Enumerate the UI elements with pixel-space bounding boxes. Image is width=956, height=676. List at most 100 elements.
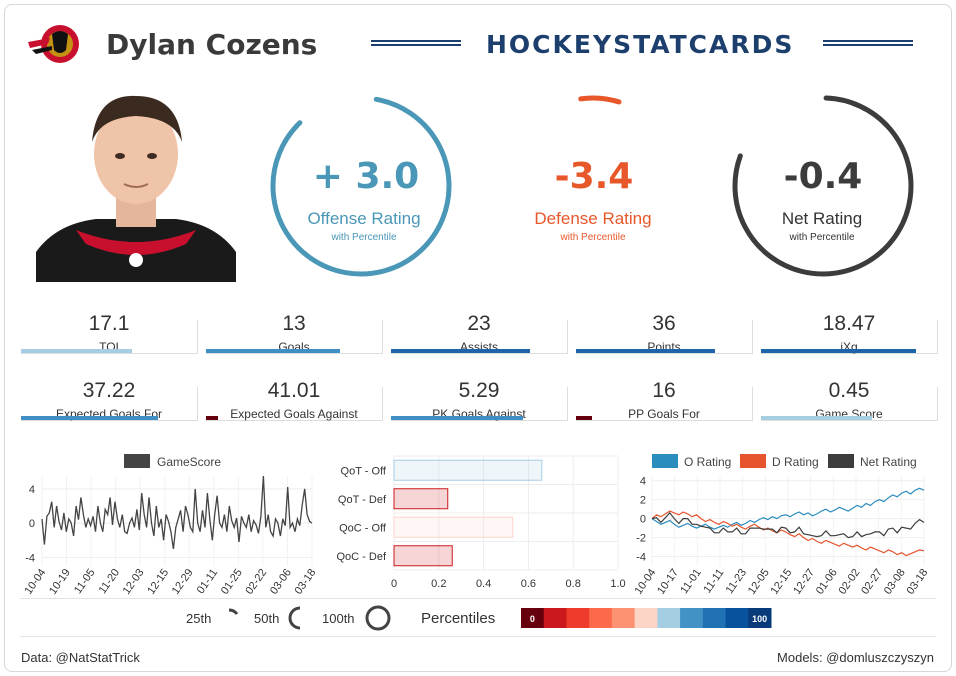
divider-footer (20, 636, 936, 637)
defense-rating-ring (578, 95, 622, 105)
defense-rating-sub: with Percentile (560, 232, 626, 243)
stat-percentile-bar (391, 349, 531, 353)
defense-rating-value: -3.4 (554, 156, 634, 197)
rating-arc (578, 95, 622, 105)
series-line-2 (651, 511, 925, 539)
stat-percentile-bar (21, 416, 159, 420)
y-category-label: QoC - Def (336, 551, 386, 563)
offense-rating-value: + 3.0 (312, 156, 420, 197)
x-tick-label: 0.4 (476, 578, 491, 590)
y-tick-label: -4 (25, 552, 35, 564)
pct-ring-100-icon (365, 605, 391, 631)
x-tick-label: 12-29 (170, 567, 196, 597)
y-category-label: QoC - Off (339, 522, 387, 534)
x-tick-label: 02-02 (836, 567, 862, 597)
stat-percentile-bar (206, 416, 219, 420)
pct-legend-100: 100th (322, 611, 355, 626)
y-tick-label: -4 (636, 552, 646, 564)
rating-arc (732, 95, 914, 277)
title-rule-right (823, 40, 913, 46)
player-name: Dylan Cozens (106, 28, 318, 61)
y-tick-label: 4 (640, 476, 646, 488)
stat-value: 41.01 (267, 379, 321, 402)
pct-legend-title: Percentiles (421, 610, 496, 627)
x-tick-label: 12-27 (791, 567, 817, 597)
rating-trend-chart: O Rating D Rating Net Rating -4 -2 0 2 4 10-0410… (632, 454, 930, 597)
stat-value: 0.45 (828, 379, 870, 402)
net-rating-ring (732, 95, 914, 277)
x-tick-label: 0.8 (566, 578, 581, 590)
net-rating-sub: with Percentile (789, 232, 855, 243)
scale-cell-9 (725, 608, 749, 628)
net-rating-label: Net Rating (781, 209, 863, 228)
percentile-color-scale: 0 100 (521, 608, 772, 628)
row1-stat-3: 36 Points (576, 312, 753, 354)
stat-percentile-bar (206, 349, 340, 353)
x-tick-label: 02-22 (243, 567, 269, 597)
row2-stat-2: 5.29 PK Goals Against (391, 379, 568, 421)
row2-stat-3: 16 PP Goals For (576, 379, 753, 421)
stat-value: 37.22 (82, 379, 136, 402)
divider (20, 598, 936, 599)
x-tick-label: 03-18 (904, 567, 930, 597)
scale-min-label: 0 (530, 614, 535, 624)
x-tick-label: 10-04 (632, 567, 658, 597)
row1-stat-0: 17.1 TOI (21, 312, 198, 354)
title-rule-left (371, 40, 461, 46)
x-tick-label: 0.6 (521, 578, 536, 590)
site-title: HOCKEYSTATCARDS (486, 30, 795, 59)
pct-ring-25-icon (228, 608, 239, 616)
x-tick-label: 12-15 (145, 567, 171, 597)
stat-label: Expected Goals Against (230, 407, 358, 421)
x-tick-label: 01-25 (219, 567, 245, 597)
x-tick-label: 03-08 (882, 567, 908, 597)
row1-stat-4: 18.47 iXg (761, 312, 938, 354)
stat-value: 36 (652, 312, 676, 335)
team-logo-icon (28, 25, 79, 63)
y-tick-label: 4 (29, 484, 35, 496)
legend-swatch-gamescore (124, 454, 150, 468)
y-tick-label: 0 (29, 518, 35, 530)
x-tick-label: 01-11 (195, 567, 221, 596)
rating-arc (270, 96, 452, 277)
gamescore-series-line (41, 475, 313, 549)
scale-cell-7 (680, 608, 704, 628)
scale-cell-4 (611, 608, 636, 628)
scale-cell-10 (748, 608, 772, 628)
offense-rating-label: Offense Rating (307, 209, 421, 228)
row2-stat-1: 41.01 Expected Goals Against (206, 379, 383, 421)
legend-swatch-2 (828, 454, 854, 468)
row2-stat-4: 0.45 Game Score (761, 379, 938, 421)
stat-value: 17.1 (88, 312, 130, 335)
stat-percentile-bar (21, 349, 132, 353)
legend-label-1: D Rating (772, 455, 819, 469)
footer-model-credit: Models: @domluszczyszyn (777, 650, 934, 665)
player-photo (36, 84, 236, 282)
x-tick-label: 0 (391, 578, 397, 590)
legend-label-gamescore: GameScore (157, 455, 221, 469)
legend-swatch-0 (652, 454, 678, 468)
scale-cell-5 (634, 608, 658, 628)
row1-stat-2: 23 Assists (391, 312, 568, 354)
x-tick-label: 10-04 (22, 567, 48, 597)
scale-cell-8 (702, 608, 727, 628)
x-tick-label: 0.2 (431, 578, 446, 590)
x-tick-label: 03-06 (268, 567, 294, 597)
row2-stat-0: 37.22 Expected Goals For (21, 379, 198, 421)
y-tick-label: 0 (640, 514, 646, 526)
series-line-0 (651, 487, 925, 530)
x-tick-label: 11-20 (97, 567, 123, 596)
scale-cell-0 (521, 608, 545, 628)
stat-percentile-bar (761, 416, 872, 420)
pct-ring-50-icon (288, 606, 301, 630)
x-tick-label: 03-18 (292, 567, 318, 597)
x-tick-label: 12-03 (121, 567, 147, 597)
scale-cell-3 (589, 608, 613, 628)
defense-rating-label: Defense Rating (534, 209, 652, 228)
bar-qot-off (393, 459, 543, 481)
x-tick-label: 10-17 (655, 567, 681, 597)
net-rating-value: -0.4 (783, 156, 863, 197)
x-tick-label: 12-15 (768, 567, 794, 597)
x-tick-label: 11-23 (724, 567, 750, 596)
